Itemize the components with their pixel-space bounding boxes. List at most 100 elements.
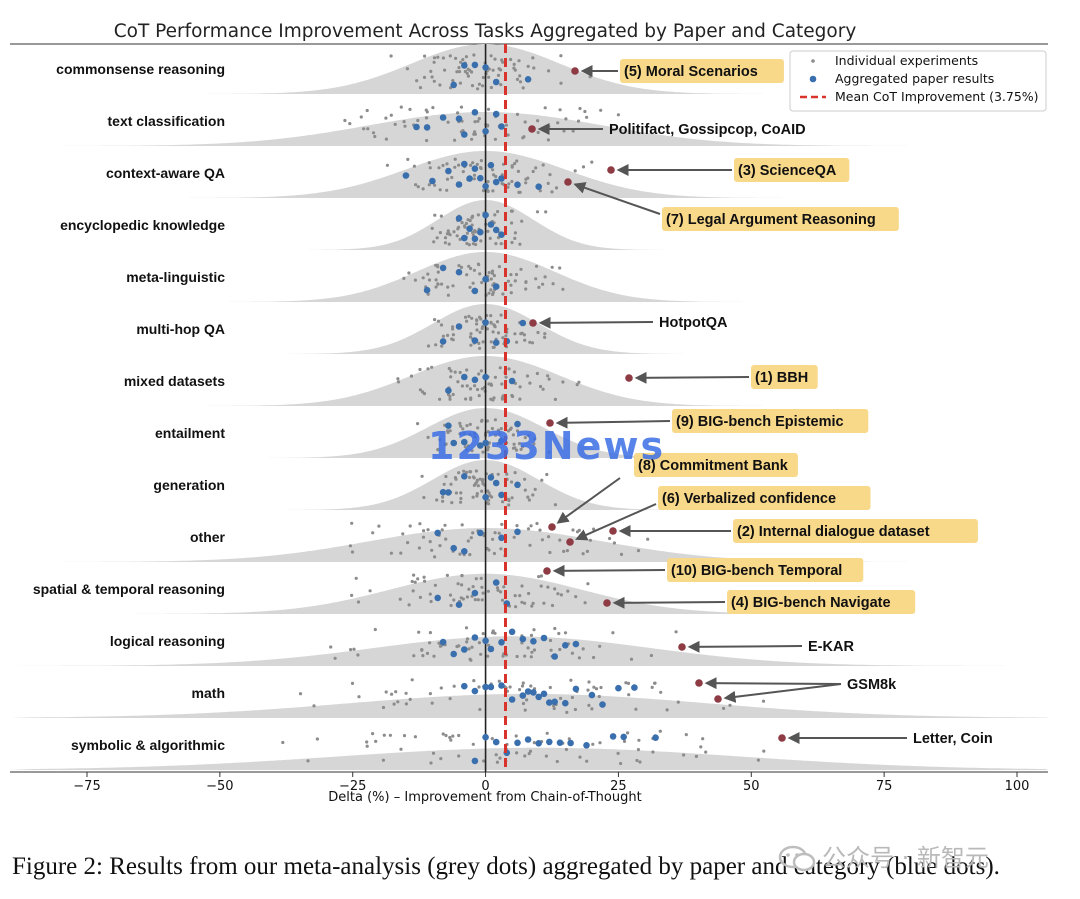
individual-experiment-point xyxy=(413,278,417,282)
individual-experiment-point xyxy=(540,538,545,542)
individual-experiment-point xyxy=(570,695,575,700)
individual-experiment-point xyxy=(471,495,475,499)
individual-experiment-point xyxy=(558,647,562,652)
highlighted-point xyxy=(609,527,617,535)
aggregated-paper-point xyxy=(434,594,442,602)
aggregated-paper-point xyxy=(455,601,463,608)
aggregated-paper-point xyxy=(466,175,473,182)
individual-experiment-point xyxy=(534,264,539,268)
aggregated-paper-point xyxy=(535,693,542,701)
individual-experiment-point xyxy=(366,127,370,131)
individual-experiment-point xyxy=(531,169,535,174)
individual-experiment-point xyxy=(550,190,554,194)
aggregated-paper-point xyxy=(439,638,447,646)
aggregated-paper-point xyxy=(609,733,617,740)
individual-experiment-point xyxy=(459,60,463,64)
aggregated-paper-point xyxy=(487,645,495,653)
individual-experiment-point xyxy=(499,313,503,317)
individual-experiment-point xyxy=(463,225,467,229)
individual-experiment-point xyxy=(478,477,482,481)
individual-experiment-point xyxy=(570,651,575,655)
individual-experiment-point xyxy=(433,583,437,587)
individual-experiment-point xyxy=(588,538,593,542)
individual-experiment-point xyxy=(443,241,447,245)
individual-experiment-point xyxy=(468,433,472,437)
individual-experiment-point xyxy=(459,596,463,600)
individual-experiment-point xyxy=(500,522,504,527)
individual-experiment-point xyxy=(762,749,766,753)
individual-experiment-point xyxy=(538,189,542,193)
individual-experiment-point xyxy=(459,265,464,269)
individual-experiment-point xyxy=(444,474,448,479)
individual-experiment-point xyxy=(384,137,388,141)
legend-entry: Individual experiments xyxy=(835,53,978,68)
individual-experiment-point xyxy=(536,119,540,123)
individual-experiment-point xyxy=(585,549,590,554)
individual-experiment-point xyxy=(553,587,557,591)
individual-experiment-point xyxy=(452,684,456,688)
individual-experiment-point xyxy=(421,390,425,394)
individual-experiment-point xyxy=(465,424,469,428)
individual-experiment-point xyxy=(423,54,427,58)
individual-experiment-point xyxy=(520,219,524,223)
individual-experiment-point xyxy=(435,236,439,240)
individual-experiment-point xyxy=(418,595,422,600)
individual-experiment-point xyxy=(472,53,476,57)
individual-experiment-point xyxy=(478,272,482,276)
individual-experiment-point xyxy=(476,484,480,488)
individual-experiment-point xyxy=(553,626,557,631)
individual-experiment-point xyxy=(650,685,654,690)
individual-experiment-point xyxy=(474,577,478,581)
individual-experiment-point xyxy=(418,86,423,90)
aggregated-paper-point xyxy=(492,110,500,118)
individual-experiment-point xyxy=(472,177,476,181)
individual-experiment-point xyxy=(508,685,512,689)
individual-experiment-point xyxy=(496,331,501,335)
aggregated-paper-point xyxy=(519,692,527,699)
aggregated-paper-point xyxy=(423,286,431,294)
individual-experiment-point xyxy=(478,315,482,319)
category-label: math xyxy=(192,685,225,701)
individual-experiment-point xyxy=(586,688,590,692)
category-label: text classification xyxy=(108,113,226,129)
aggregated-paper-point xyxy=(445,167,452,175)
individual-experiment-point xyxy=(436,448,440,452)
individual-experiment-point xyxy=(519,267,523,271)
individual-experiment-point xyxy=(457,754,461,758)
individual-experiment-point xyxy=(499,547,503,551)
individual-experiment-point xyxy=(496,210,500,214)
individual-experiment-point xyxy=(389,113,393,117)
individual-experiment-point xyxy=(465,595,469,599)
aggregated-paper-point xyxy=(439,264,447,272)
aggregated-paper-point xyxy=(461,438,468,446)
individual-experiment-point xyxy=(535,371,540,376)
individual-experiment-point xyxy=(485,327,489,331)
individual-experiment-point xyxy=(538,384,543,389)
annotation-label: Politifact, Gossipcop, CoAID xyxy=(609,122,806,138)
individual-experiment-point xyxy=(445,162,449,166)
individual-experiment-point xyxy=(480,326,484,331)
individual-experiment-point xyxy=(436,319,441,323)
individual-experiment-point xyxy=(494,174,498,179)
individual-experiment-point xyxy=(461,427,465,431)
individual-experiment-point xyxy=(426,344,431,348)
individual-experiment-point xyxy=(542,601,546,605)
individual-experiment-point xyxy=(433,213,437,217)
individual-experiment-point xyxy=(520,684,525,688)
individual-experiment-point xyxy=(489,54,493,58)
individual-experiment-point xyxy=(373,134,377,139)
individual-experiment-point xyxy=(458,81,462,85)
individual-experiment-point xyxy=(470,84,475,88)
individual-experiment-point xyxy=(674,630,678,634)
individual-experiment-point xyxy=(531,601,535,606)
individual-experiment-point xyxy=(523,488,527,492)
annotation-arrow xyxy=(687,640,803,653)
individual-experiment-point xyxy=(548,173,552,177)
individual-experiment-point xyxy=(513,162,517,166)
individual-experiment-point xyxy=(495,586,500,590)
individual-experiment-point xyxy=(426,367,430,371)
aggregated-paper-point xyxy=(498,123,505,130)
individual-experiment-point xyxy=(451,338,455,342)
individual-experiment-point xyxy=(392,702,396,706)
individual-experiment-point xyxy=(452,598,456,602)
